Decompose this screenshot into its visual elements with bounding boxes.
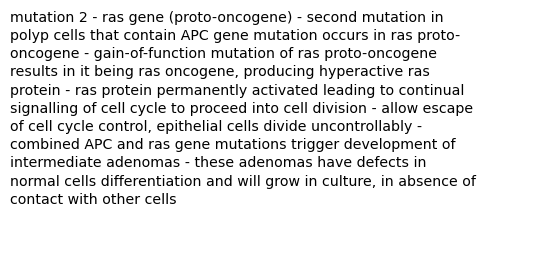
Text: mutation 2 - ras gene (proto-oncogene) - second mutation in
polyp cells that con: mutation 2 - ras gene (proto-oncogene) -…: [10, 11, 476, 207]
